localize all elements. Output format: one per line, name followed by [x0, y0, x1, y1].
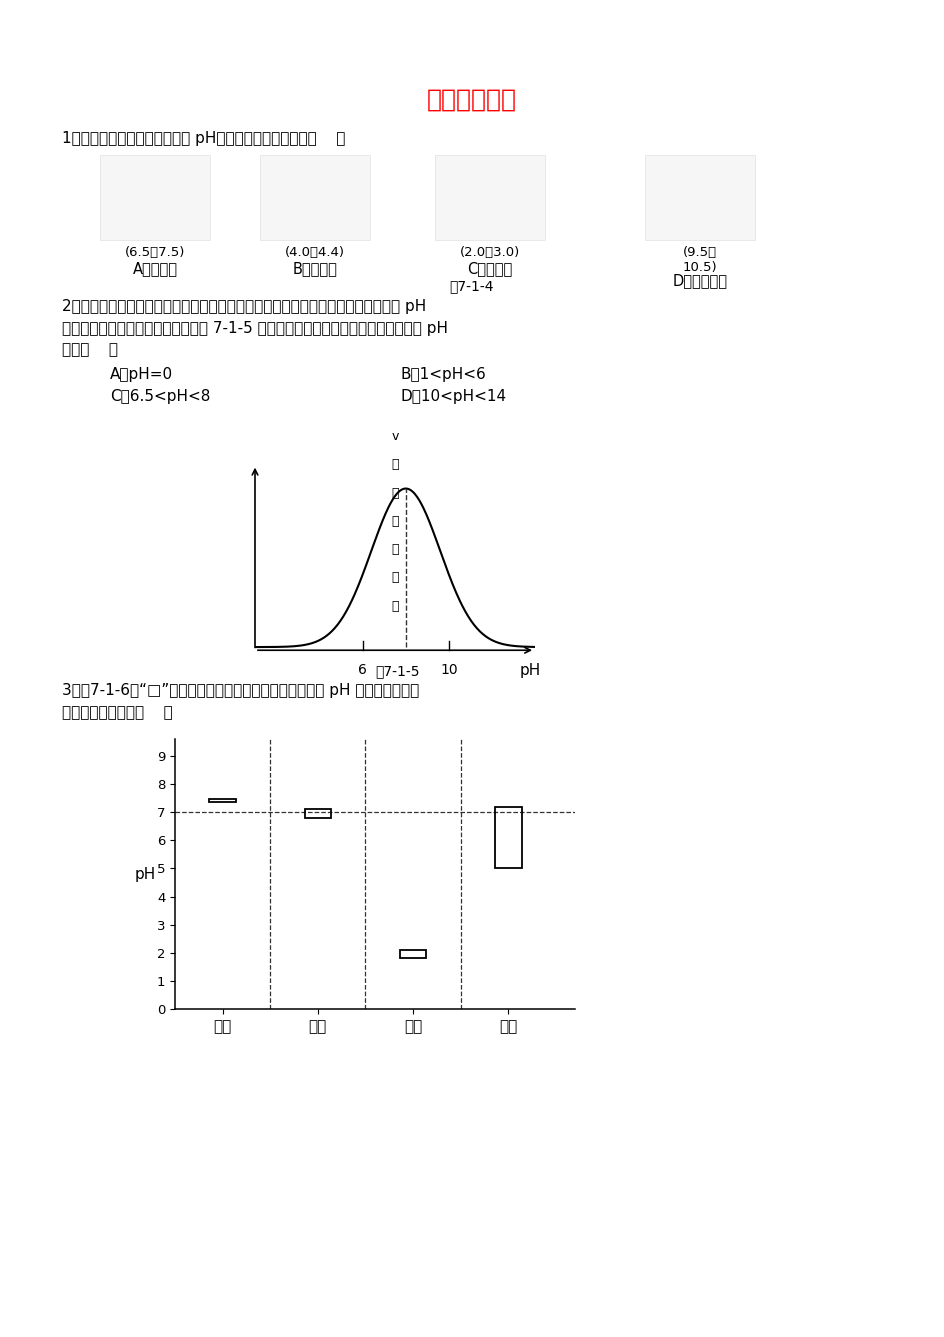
Text: 6: 6 — [358, 663, 366, 677]
Text: B．番茄汁: B．番茄汁 — [293, 262, 337, 277]
Text: 其中酸性最强的是（    ）: 其中酸性最强的是（ ） — [62, 706, 173, 721]
Text: D．液体肝皂: D．液体肝皂 — [672, 274, 727, 289]
Text: D．10<pH<14: D．10<pH<14 — [399, 389, 506, 404]
Bar — [645, 155, 754, 241]
Text: pH: pH — [519, 663, 541, 678]
Text: 3．图7-1-6中“□”表示人体内的一些液体和排泤物的正常 pH 范围，据此判断: 3．图7-1-6中“□”表示人体内的一些液体和排泤物的正常 pH 范围，据此判断 — [62, 683, 419, 698]
Bar — [209, 800, 236, 802]
Text: 溶液的酸碱性: 溶液的酸碱性 — [427, 88, 516, 112]
Text: 对: 对 — [391, 515, 398, 528]
Text: 图7-1-5: 图7-1-5 — [376, 664, 420, 678]
Text: （: （ — [391, 459, 398, 472]
Bar — [434, 155, 545, 241]
Bar — [260, 155, 370, 241]
Text: 性: 性 — [391, 571, 398, 584]
Text: 图7-1-4: 图7-1-4 — [449, 279, 494, 293]
Text: (2.0～3.0): (2.0～3.0) — [460, 246, 519, 259]
Bar — [100, 155, 210, 241]
Text: C．6.5<pH<8: C．6.5<pH<8 — [110, 389, 211, 404]
Text: (9.5～: (9.5～ — [683, 246, 716, 259]
Text: A．饮用水: A．饮用水 — [132, 262, 177, 277]
Bar — [399, 949, 426, 959]
Text: 相: 相 — [391, 487, 398, 500]
Text: 2．酶是一类重要的蛋白质，能催化生物体内的反应。某同学用查阅资料的方法研究 pH: 2．酶是一类重要的蛋白质，能催化生物体内的反应。某同学用查阅资料的方法研究 pH — [62, 298, 426, 313]
Text: (4.0～4.4): (4.0～4.4) — [285, 246, 345, 259]
Text: ）: ） — [391, 600, 398, 612]
Text: B．1<pH<6: B．1<pH<6 — [399, 366, 485, 381]
Text: 10.5): 10.5) — [682, 262, 716, 274]
Text: v: v — [391, 431, 398, 443]
Text: C．柠檬汁: C．柠檬汁 — [467, 262, 512, 277]
Text: A．pH=0: A．pH=0 — [110, 366, 173, 381]
Text: 约为（    ）: 约为（ ） — [62, 342, 118, 357]
Bar — [495, 806, 521, 868]
Text: 活: 活 — [391, 543, 398, 556]
Text: (6.5～7.5): (6.5～7.5) — [125, 246, 185, 259]
Bar — [304, 809, 330, 818]
Text: 10: 10 — [440, 663, 457, 677]
Text: 对某种酶催化活性的影响，结果如图 7-1-5 所示。据图推测，这种酶催化活性最佳的 pH: 对某种酶催化活性的影响，结果如图 7-1-5 所示。据图推测，这种酶催化活性最佳… — [62, 321, 447, 336]
Y-axis label: pH: pH — [135, 866, 156, 881]
Text: 1．下列数据是相应物质的近似 pH。其中一定显碱性的是（    ）: 1．下列数据是相应物质的近似 pH。其中一定显碱性的是（ ） — [62, 131, 345, 146]
